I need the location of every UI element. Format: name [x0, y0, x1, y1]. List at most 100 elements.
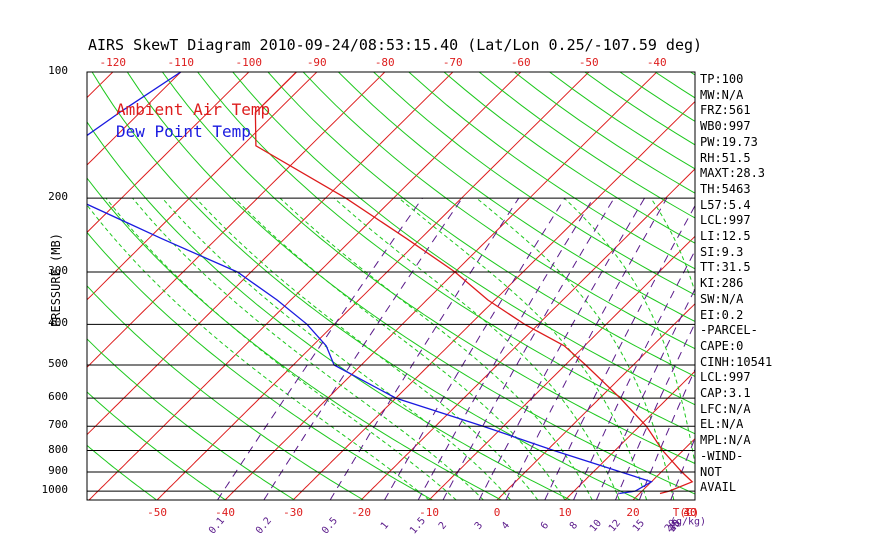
- moist-adiabat-line: [476, 197, 675, 500]
- dry-adiabat-line: [87, 231, 433, 500]
- dry-adiabat-line: [302, 72, 695, 350]
- bottom-temp-tick-label: 10: [558, 506, 572, 519]
- dry-adiabat-line: [87, 338, 295, 500]
- top-temp-tick-label: -40: [646, 56, 667, 69]
- dry-adiabat-line: [232, 72, 695, 406]
- mixing-ratio-line: [417, 197, 594, 500]
- stat-line: WB0:997: [700, 119, 751, 134]
- moist-adiabat-line: [398, 197, 648, 500]
- dry-adiabat-line: [87, 177, 502, 500]
- stat-line: TT:31.5: [700, 260, 751, 275]
- bottom-temp-tick-label: 40: [683, 506, 697, 519]
- isotherm-line: [360, 168, 695, 500]
- stat-line: MW:N/A: [700, 87, 744, 102]
- pressure-tick-label: 1000: [41, 483, 69, 497]
- pressure-tick-label: 500: [48, 356, 68, 370]
- dry-adiabat-line: [514, 72, 695, 194]
- dry-adiabat-line: [338, 72, 695, 323]
- dry-adiabat-line: [267, 72, 695, 378]
- stat-line: PW:19.73: [700, 134, 758, 149]
- stat-line: SI:9.3: [700, 244, 744, 259]
- stat-line: L57:5.4: [700, 197, 751, 212]
- moist-adiabat-line: [87, 204, 430, 500]
- plot-frame: [86, 71, 696, 501]
- isotherm-line: [564, 370, 695, 500]
- stat-line: AVAIL: [700, 480, 737, 495]
- stat-line: EI:0.2: [700, 307, 744, 322]
- plot-area: [0, 72, 870, 500]
- top-temp-tick-label: -90: [306, 56, 327, 69]
- isotherm-line: [769, 72, 870, 500]
- isotherm-line: [87, 72, 318, 301]
- pressure-tick-label: 900: [48, 463, 68, 477]
- chart-title: AIRS SkewT Diagram 2010-09-24/08:53:15.4…: [87, 36, 703, 54]
- legend-dew-point: Dew Point Temp: [116, 122, 251, 141]
- isotherm-line: [428, 235, 695, 500]
- mixing-ratio-unit-label: (g/kg): [669, 516, 707, 528]
- mixing-ratio-line: [505, 197, 668, 500]
- top-temp-tick-label: -60: [510, 56, 531, 69]
- temp-unit-label: T(C): [672, 506, 700, 519]
- stat-line: NOT: [700, 464, 722, 479]
- isotherm-line: [837, 72, 870, 500]
- isotherm-line: [88, 72, 522, 500]
- top-temp-tick-label: -110: [167, 56, 195, 69]
- dry-adiabat-line: [796, 72, 870, 500]
- dry-adiabat-line: [91, 72, 640, 500]
- stat-line: LCL:997: [700, 213, 751, 228]
- moist-adiabat-line: [132, 197, 484, 500]
- stat-line: MPL:N/A: [700, 433, 751, 448]
- pressure-tick-label: 300: [48, 263, 68, 277]
- stat-line: SW:N/A: [700, 291, 744, 306]
- pressure-tick-label: 700: [48, 418, 68, 432]
- isotherm-line: [224, 72, 658, 500]
- top-temp-tick-label: -50: [578, 56, 599, 69]
- moist-adiabat-line: [105, 197, 457, 500]
- top-temp-tick-label: -120: [99, 56, 127, 69]
- mixing-ratio-line: [544, 204, 695, 500]
- stat-line: KI:286: [700, 276, 744, 291]
- stat-line: -PARCEL-: [700, 323, 758, 338]
- stat-line: CAP:3.1: [700, 386, 751, 400]
- stat-line: LI:12.5: [700, 229, 751, 243]
- dry-adiabat-line: [87, 121, 571, 500]
- pressure-tick-label: 800: [48, 442, 68, 456]
- bottom-temp-tick-label: 0: [493, 506, 501, 519]
- stat-line: LCL:997: [700, 370, 751, 385]
- pressure-tick-label: 200: [48, 190, 68, 204]
- mixing-ratio-line: [478, 197, 645, 500]
- stat-line: EL:N/A: [700, 417, 744, 432]
- mixing-ratio-line: [217, 197, 423, 500]
- bottom-temp-tick-label: -50: [147, 506, 167, 519]
- dry-adiabat-line: [87, 498, 89, 500]
- stat-line: TP:100: [700, 72, 744, 86]
- air-temp-profile: [254, 72, 694, 495]
- mixing-ratio-line: [638, 368, 695, 500]
- y-axis-label: PRESSURE (MB): [49, 233, 63, 327]
- stat-line: CINH:10541: [700, 354, 773, 369]
- pressure-tick-label: 100: [48, 64, 68, 77]
- bottom-temp-tick-label: 30: [683, 506, 697, 519]
- dry-adiabat-line: [408, 72, 695, 270]
- bottom-temp-tick-label: -20: [351, 506, 371, 519]
- dry-adiabat-line: [866, 72, 870, 500]
- isotherm-line: [87, 72, 386, 368]
- dry-adiabat-line: [197, 72, 695, 435]
- bottom-temp-tick-label: 20: [626, 506, 640, 519]
- stat-line: RH:51.5: [700, 150, 751, 165]
- dry-adiabat-line: [831, 72, 870, 500]
- moist-adiabat-line: [234, 197, 566, 500]
- isotherm-line: [0, 72, 45, 500]
- top-temp-tick-label: -70: [442, 56, 463, 69]
- top-temp-tick-label: -80: [374, 56, 395, 69]
- bottom-temp-tick-label: -10: [419, 506, 439, 519]
- bottom-temp-tick-label: -30: [283, 506, 303, 519]
- mixing-ratio-line: [263, 197, 463, 500]
- mixing-ratio-line: [329, 197, 520, 500]
- legend-air-temp: Ambient Air Temp: [116, 100, 271, 119]
- mixing-ratio-line: [595, 287, 695, 500]
- bottom-temp-tick-label: -40: [215, 506, 235, 519]
- isotherm-line: [292, 100, 695, 500]
- mixing-ratio-line: [573, 249, 695, 500]
- moist-adiabat-line: [563, 197, 695, 467]
